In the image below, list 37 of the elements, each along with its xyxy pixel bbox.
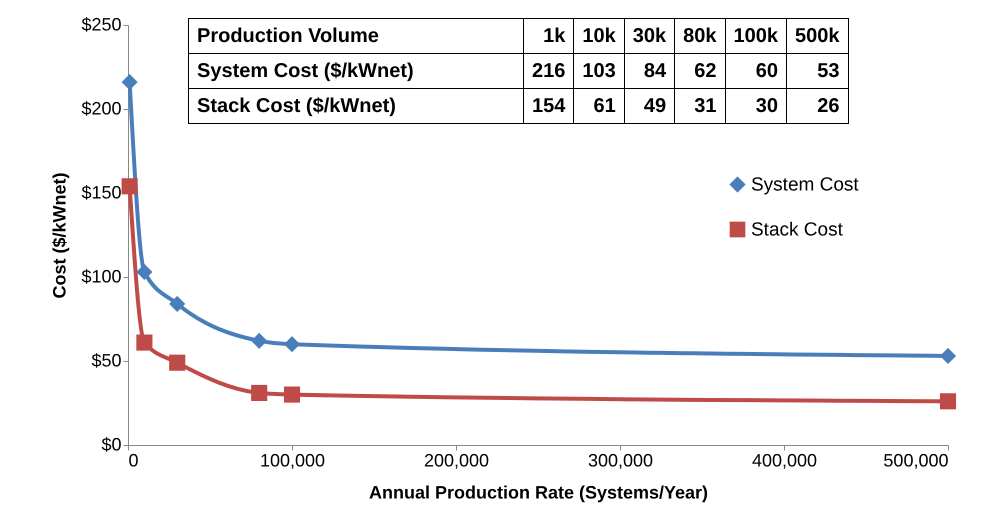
x-tick-label: 100,000 <box>260 450 326 470</box>
y-tick-label: $150 <box>81 182 122 202</box>
legend-label: System Cost <box>751 174 860 196</box>
y-axis-title: Cost ($/kWnet) <box>49 172 70 298</box>
x-tick-label: 400,000 <box>752 450 818 470</box>
legend-label: Stack Cost <box>751 220 844 240</box>
annotation: 62 <box>674 54 725 88</box>
annotation: 10k <box>574 18 624 54</box>
y-tick-label: $250 <box>81 14 122 34</box>
x-tick-label: 300,000 <box>588 450 654 470</box>
y-tick-label: $100 <box>81 266 122 286</box>
annotation: 61 <box>574 88 624 124</box>
x-axis-title: Annual Production Rate (Systems/Year) <box>368 482 708 502</box>
annotation: 30 <box>725 88 786 124</box>
annotation: 31 <box>674 88 725 124</box>
x-tick-label: 500,000 <box>883 450 948 470</box>
annotation: System Cost ($/kWnet) <box>188 54 524 88</box>
y-tick-label: $200 <box>81 98 122 118</box>
annotation: 60 <box>725 54 786 88</box>
annotation: 1k <box>524 18 574 54</box>
annotation: 80k <box>674 18 725 54</box>
annotation: 154 <box>524 88 574 124</box>
x-tick-label: 200,000 <box>424 450 490 470</box>
annotation: 500k <box>786 18 848 54</box>
annotation: Stack Cost ($/kWnet) <box>188 88 524 124</box>
y-tick-label: $50 <box>91 350 122 370</box>
annotation: 49 <box>624 88 675 124</box>
annotation: Production Volume <box>188 18 524 54</box>
annotation: 100k <box>725 18 786 54</box>
y-tick-label: $0 <box>101 434 122 454</box>
annotation: 53 <box>786 54 848 88</box>
annotation: 103 <box>574 54 624 88</box>
annotation: 84 <box>624 54 675 88</box>
x-tick-label: 0 <box>128 450 139 470</box>
annotation: 30k <box>624 18 675 54</box>
annotation: 216 <box>524 54 574 88</box>
annotation: 26 <box>786 88 848 124</box>
